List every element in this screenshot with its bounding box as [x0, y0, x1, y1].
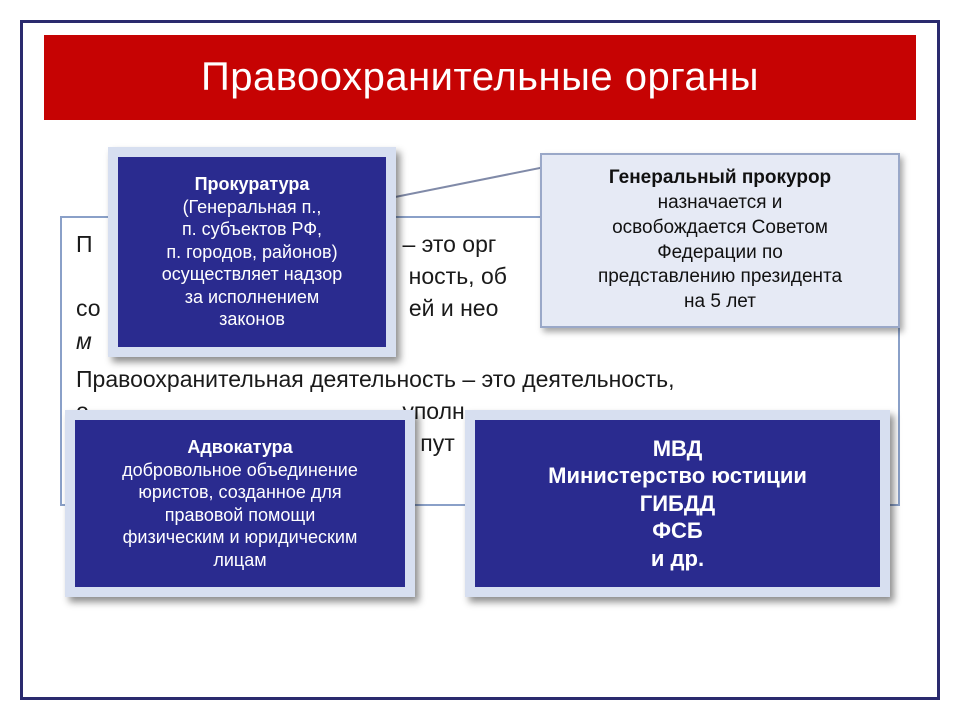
prosecutors-office-card: Прокуратура (Генеральная п., п. субъекто… [108, 147, 396, 357]
card-line: лицам [213, 549, 266, 572]
callout-title: Генеральный прокурор [609, 166, 831, 191]
card-line: п. городов, районов) [166, 241, 337, 264]
text-fragment: П [76, 231, 93, 257]
callout-line: представлению президента [598, 265, 842, 290]
callout-line: освобождается Советом [612, 216, 828, 241]
card-line: Министерство юстиции [548, 462, 807, 490]
card-line: юристов, созданное для [138, 481, 341, 504]
text-fragment: м [76, 328, 92, 354]
card-line: физическим и юридическим [123, 526, 358, 549]
card-line: ФСБ [652, 517, 702, 545]
general-prosecutor-callout: Генеральный прокурор назначается и освоб… [540, 153, 900, 328]
card-line: (Генеральная п., [183, 196, 322, 219]
text-fragment: Правоохранительная деятельность – это де… [76, 366, 675, 392]
advocacy-card: Адвокатура добровольное объединение юрис… [65, 410, 415, 597]
title-banner: Правоохранительные органы [44, 35, 916, 120]
text-fragment: ность, об [409, 263, 507, 289]
card-line: п. субъектов РФ, [182, 218, 322, 241]
text-fragment: со [76, 295, 101, 321]
card-line: и др. [651, 545, 704, 573]
text-fragment: ей и нео [409, 295, 499, 321]
card-line: осуществляет надзор [162, 263, 342, 286]
card-title: Адвокатура [187, 436, 292, 459]
card-line: МВД [653, 435, 703, 463]
card-line: добровольное объединение [122, 459, 358, 482]
card-line: законов [219, 308, 285, 331]
text-fragment: – это орг [402, 231, 496, 257]
callout-line: Федерации по [657, 241, 783, 266]
card-line: правовой помощи [165, 504, 316, 527]
other-bodies-card: МВД Министерство юстиции ГИБДД ФСБ и др. [465, 410, 890, 597]
callout-line: назначается и [658, 191, 783, 216]
card-line: за исполнением [185, 286, 320, 309]
card-title: Прокуратура [195, 173, 310, 196]
slide: Правоохранительные органы П равоохраните… [0, 0, 960, 720]
page-title: Правоохранительные органы [201, 55, 759, 100]
card-line: ГИБДД [640, 490, 715, 518]
callout-line: на 5 лет [684, 290, 756, 315]
